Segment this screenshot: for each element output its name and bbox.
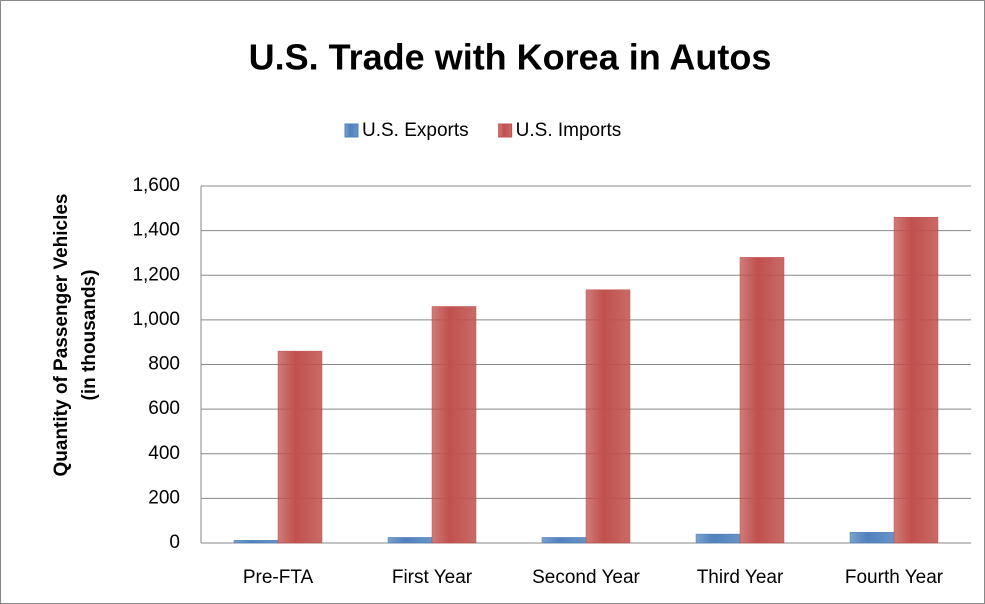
bar (431, 306, 477, 544)
bar (387, 537, 433, 544)
bar (849, 532, 895, 544)
x-tick-label: Second Year (532, 567, 640, 588)
y-tick-label: 1,600 (132, 175, 180, 196)
x-tick-label: Fourth Year (845, 567, 944, 588)
legend-swatch (498, 123, 513, 138)
chart-title: U.S. Trade with Korea in Autos (249, 37, 772, 78)
bar (739, 257, 785, 544)
x-tick-label: Third Year (697, 567, 784, 588)
y-tick-label: 1,400 (132, 220, 180, 241)
legend-label: U.S. Imports (516, 120, 622, 141)
y-axis-label: Quantity of Passenger Vehicles (51, 194, 72, 477)
y-tick-label: 1,200 (132, 264, 180, 285)
y-tick-label: 800 (148, 354, 180, 375)
y-tick-label: 600 (148, 398, 180, 419)
y-tick-label: 200 (148, 487, 180, 508)
bar (277, 350, 323, 544)
legend-swatch (344, 123, 359, 138)
x-tick-label: First Year (392, 567, 473, 588)
bar (893, 216, 939, 544)
legend-label: U.S. Exports (362, 120, 469, 141)
bar (585, 289, 631, 544)
y-tick-label: 400 (148, 443, 180, 464)
y-axis-label: (in thousands) (79, 270, 100, 401)
y-tick-label: 1,000 (132, 309, 180, 330)
bar (233, 540, 279, 544)
bar (695, 533, 741, 544)
x-tick-label: Pre-FTA (243, 567, 314, 588)
y-tick-label: 0 (169, 532, 180, 553)
bar (541, 537, 587, 544)
